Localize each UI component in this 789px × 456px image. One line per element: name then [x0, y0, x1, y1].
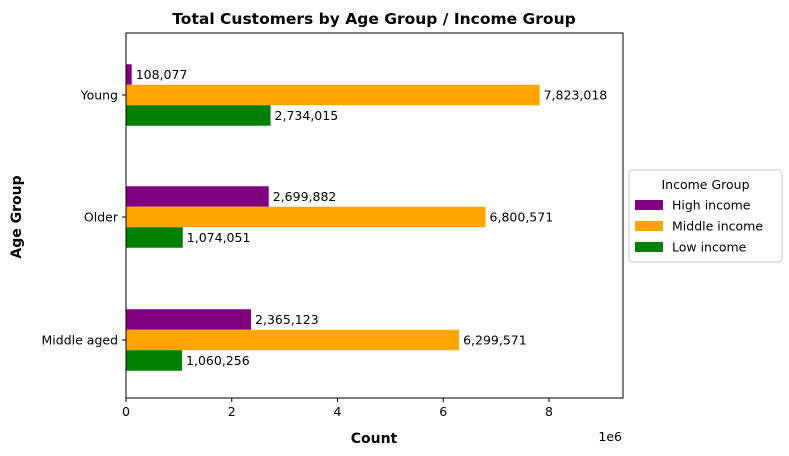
x-axis-label: Count [351, 431, 398, 447]
bar [126, 186, 269, 207]
legend-title: Income Group [661, 177, 749, 192]
y-tick-label: Older [84, 210, 119, 225]
bar-value-label: 7,823,018 [544, 88, 608, 103]
legend-entry-label: High income [672, 198, 751, 213]
y-axis-label: Age Group [9, 175, 25, 258]
bar-value-label: 2,734,015 [275, 108, 339, 123]
legend: Income Group High income Middle income Low … [628, 169, 783, 263]
bar-value-label: 2,365,123 [255, 312, 319, 327]
x-tick-label: 0 [122, 404, 130, 419]
x-axis-offset-label: 1e6 [598, 429, 622, 444]
y-tick-label: Young [80, 88, 118, 103]
bar [126, 206, 486, 228]
x-tick-label: 2 [228, 404, 236, 419]
bar-value-label: 1,074,051 [187, 230, 251, 245]
legend-swatch [635, 200, 663, 210]
x-tick-label: 4 [334, 404, 342, 419]
legend-frame [628, 169, 783, 263]
legend-entry-label: Low income [672, 240, 747, 255]
bar-value-label: 1,060,256 [186, 353, 250, 368]
chart-title: Total Customers by Age Group / Income Gr… [172, 10, 575, 28]
bar-value-label: 6,800,571 [490, 210, 554, 225]
bar-value-label: 6,299,571 [463, 333, 527, 348]
bar [126, 309, 252, 330]
bar [126, 227, 183, 248]
x-tick-label: 8 [545, 404, 553, 419]
legend-entry-label: Middle income [672, 219, 763, 234]
y-tick-label: Middle aged [42, 333, 118, 348]
bar [126, 64, 132, 85]
bar [126, 350, 183, 371]
plot-area-frame [125, 32, 624, 399]
x-tick-label: 6 [439, 404, 447, 419]
bar [126, 84, 540, 106]
bar-value-label: 2,699,882 [273, 189, 337, 204]
legend-swatch [635, 221, 663, 231]
bar-value-label: 108,077 [136, 67, 188, 82]
legend-swatch [635, 242, 663, 252]
bar [126, 105, 271, 126]
bar [126, 329, 460, 351]
